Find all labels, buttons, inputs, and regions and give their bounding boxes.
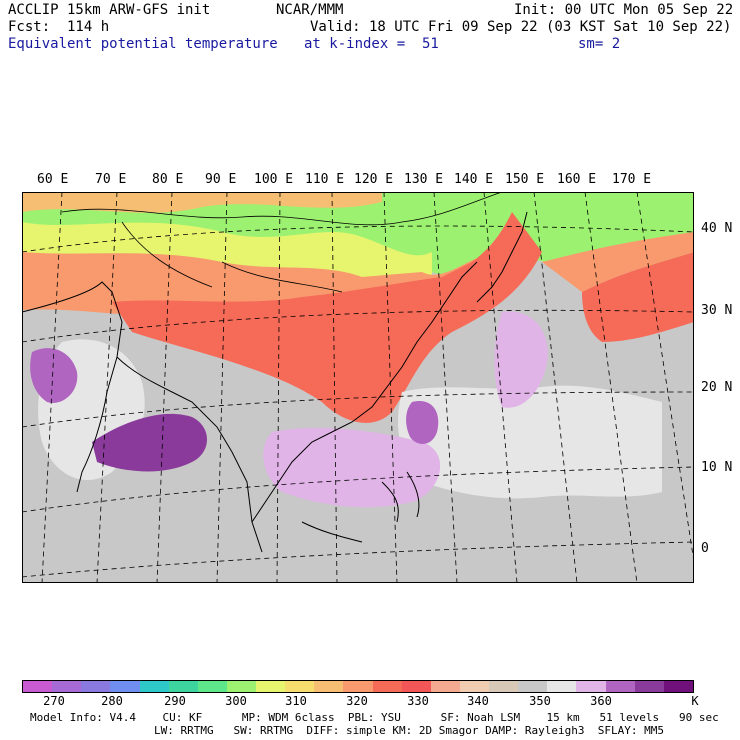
colorbar-swatch — [372, 681, 402, 692]
lat-label-20n: 20 N — [701, 380, 733, 395]
pacific-warm-core — [582, 252, 694, 342]
pacific-orange — [542, 232, 694, 292]
colorbar — [22, 680, 694, 693]
lon-label-150e: 150 E — [505, 172, 545, 187]
colorbar-label: 320 — [346, 694, 368, 708]
title-model: ACCLIP 15km ARW-GFS init — [8, 2, 211, 18]
south-china-sea-lilac — [263, 427, 441, 508]
colorbar-label: 310 — [285, 694, 307, 708]
coastline-south-asia — [22, 281, 263, 553]
colorbar-swatch — [343, 681, 373, 692]
lon-label-160e: 160 E — [557, 172, 597, 187]
colorbar-swatch — [430, 681, 460, 692]
national-borders — [61, 192, 503, 293]
colorbar-swatch — [285, 681, 315, 692]
coastline-east-asia — [251, 261, 478, 523]
lon-label-140e: 140 E — [454, 172, 494, 187]
forecast-hour: Fcst: 114 h — [8, 19, 110, 35]
colorbar-swatch — [52, 681, 82, 692]
colorbar-swatch — [256, 681, 286, 692]
lon-label-90e: 90 E — [205, 172, 237, 187]
coastline-japan — [476, 211, 528, 303]
colorbar-swatch — [168, 681, 198, 692]
valid-time: Valid: 18 UTC Fri 09 Sep 22 (03 KST Sat … — [310, 19, 732, 35]
colorbar-swatch — [401, 681, 431, 692]
colorbar-unit: K — [691, 694, 699, 708]
colorbar-swatch — [197, 681, 227, 692]
lon-label-110e: 110 E — [305, 172, 345, 187]
colorbar-swatch — [605, 681, 635, 692]
smoothing: sm= 2 — [578, 36, 621, 52]
lon-label-60e: 60 E — [37, 172, 69, 187]
colorbar-label: 340 — [467, 694, 489, 708]
colorbar-swatch — [314, 681, 344, 692]
colorbar-label: 360 — [590, 694, 612, 708]
lon-label-120e: 120 E — [354, 172, 394, 187]
colorbar-swatch — [518, 681, 548, 692]
colorbar-label: 270 — [43, 694, 65, 708]
colorbar-label: 300 — [225, 694, 247, 708]
arabian-sea-max — [30, 348, 78, 403]
lon-label-70e: 70 E — [95, 172, 127, 187]
lat-label-30n: 30 N — [701, 303, 733, 318]
colorbar-swatch — [489, 681, 519, 692]
high-theta-e-core — [112, 212, 542, 423]
title-org: NCAR/MMM — [276, 2, 344, 18]
colorbar-label: 280 — [101, 694, 123, 708]
model-info-line-2: LW: RRTMG SW: RRTMG DIFF: simple KM: 2D … — [154, 724, 664, 737]
lon-label-130e: 130 E — [404, 172, 444, 187]
bay-of-bengal-max — [92, 413, 207, 472]
lat-label-10n: 10 N — [701, 460, 733, 475]
colorbar-swatch — [547, 681, 577, 692]
lon-label-170e: 170 E — [612, 172, 652, 187]
colorbar-swatch — [110, 681, 140, 692]
colorbar-label: 290 — [164, 694, 186, 708]
colorbar-swatch — [663, 681, 693, 692]
colorbar-swatch — [576, 681, 606, 692]
field-name: Equivalent potential temperature — [8, 36, 278, 52]
lon-label-80e: 80 E — [152, 172, 184, 187]
ocean-light-patch — [398, 385, 662, 499]
init-time: Init: 00 UTC Mon 05 Sep 22 — [514, 2, 734, 18]
warm-patch-orange — [22, 192, 382, 213]
equivalent-potential-temperature-map — [22, 192, 694, 583]
colorbar-label: 350 — [529, 694, 551, 708]
lon-label-100e: 100 E — [254, 172, 294, 187]
colorbar-swatch — [226, 681, 256, 692]
colorbar-swatch — [23, 681, 53, 692]
colorbar-swatch — [81, 681, 111, 692]
pacific-lilac — [494, 311, 548, 408]
coastline-islands — [301, 471, 420, 543]
colorbar-swatch — [634, 681, 664, 692]
colorbar-label: 330 — [407, 694, 429, 708]
model-info-line-1: Model Info: V4.4 CU: KF MP: WDM 6class P… — [30, 711, 719, 724]
colorbar-swatch — [459, 681, 489, 692]
lat-label-40n: 40 N — [701, 221, 733, 236]
model-level: at k-index = 51 — [304, 36, 439, 52]
colorbar-swatch — [139, 681, 169, 692]
map-frame — [22, 192, 694, 583]
philippine-sea-max — [406, 401, 439, 444]
lat-label-0: 0 — [701, 541, 709, 556]
graticule — [22, 192, 694, 583]
